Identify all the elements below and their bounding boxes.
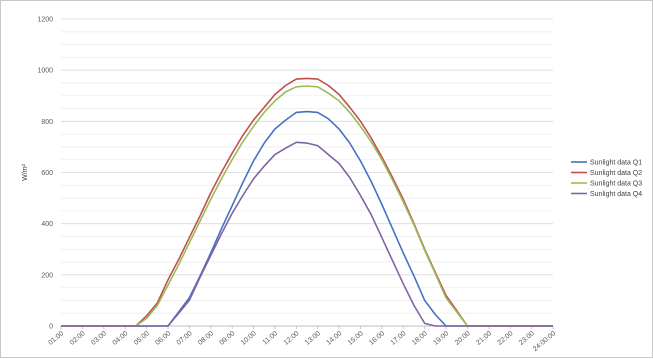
series-line-q4 xyxy=(61,141,553,327)
x-tick-label: 21:00 xyxy=(475,330,493,347)
legend-label-q3: Sunlight data Q3 xyxy=(590,181,642,188)
y-tick-label: 600 xyxy=(41,170,53,177)
x-tick-label: 11:00 xyxy=(262,330,280,346)
x-tick-label: 12:00 xyxy=(283,330,301,347)
x-axis: 01:00 02:00 03:00 04:00 05:00 06:00 07:00 08:00… xyxy=(47,325,557,353)
x-tick-label: 15:00 xyxy=(347,330,365,347)
x-tick-label: 14:00 xyxy=(325,330,343,347)
legend-label-q2: Sunlight data Q2 xyxy=(590,170,642,177)
x-tick-label: 04:00 xyxy=(112,330,130,347)
x-tick-label: 06:00 xyxy=(154,330,172,347)
x-tick-label: 05:00 xyxy=(133,330,151,347)
legend-label-q4: Sunlight data Q4 xyxy=(590,191,642,198)
x-tick-label: 18:00 xyxy=(411,330,429,347)
x-tick-label: 16:00 xyxy=(368,330,386,347)
series-lines xyxy=(61,77,553,327)
series-line-q2 xyxy=(61,77,553,327)
x-tick-label: 23:00 xyxy=(518,330,536,347)
legend: Sunlight data Q1 Sunlight data Q2 Sunlight… xyxy=(571,160,642,198)
x-tick-label: 03:00 xyxy=(90,330,108,347)
y-tick-label: 400 xyxy=(41,221,53,228)
x-tick-label: 01:00 xyxy=(47,330,65,347)
x-tick-label: 07:00 xyxy=(176,330,194,347)
x-tick-label: 13:00 xyxy=(304,330,322,347)
x-tick-label: 17:00 xyxy=(390,330,408,347)
x-tick-label: 09:00 xyxy=(218,330,236,347)
y-axis-title: W/m² xyxy=(22,163,29,180)
legend-label-q1: Sunlight data Q1 xyxy=(590,160,642,167)
y-tick-label: 1200 xyxy=(37,17,53,24)
x-tick-label: 20:00 xyxy=(454,330,472,347)
series-line-q3 xyxy=(61,85,553,327)
x-tick-label: 02:00 xyxy=(69,330,87,347)
x-tick-label: 19:00 xyxy=(432,330,450,347)
y-axis: 0 200 400 600 800 1000 1200 xyxy=(37,17,53,331)
y-tick-label: 200 xyxy=(41,272,53,279)
x-tick-label: 24:00:00 xyxy=(532,330,557,353)
gridlines xyxy=(61,18,553,327)
x-tick-label: 10:00 xyxy=(240,330,258,347)
y-tick-label: 0 xyxy=(49,324,53,331)
x-tick-label: 08:00 xyxy=(197,330,215,347)
y-tick-label: 1000 xyxy=(37,68,53,75)
x-tick-label: 22:00 xyxy=(497,330,515,347)
y-tick-label: 800 xyxy=(41,119,53,126)
